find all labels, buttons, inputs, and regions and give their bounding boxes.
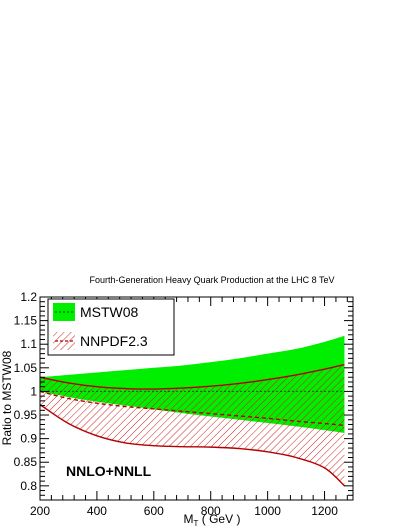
band-nnpdf23 — [40, 364, 345, 486]
x-tick-label: 600 — [144, 504, 164, 518]
legend-label-mstw08: MSTW08 — [80, 304, 139, 320]
x-tick-label: 800 — [201, 504, 221, 518]
y-tick-label: 0.85 — [14, 455, 38, 469]
x-axis-title-sub: T — [194, 519, 199, 527]
y-tick-label: 1.05 — [14, 361, 38, 375]
y-tick-label: 1.15 — [14, 314, 38, 328]
x-tick-label: 1000 — [254, 504, 281, 518]
y-tick-label: 0.8 — [20, 479, 37, 493]
x-axis-title-unit: ( GeV ) — [198, 512, 240, 526]
y-tick-label: 1.1 — [20, 337, 37, 351]
bands — [40, 335, 345, 487]
line-nnpdf23-upper — [40, 363, 345, 390]
chart-title: Fourth-Generation Heavy Quark Production… — [90, 275, 335, 285]
plot-frame — [39, 296, 354, 501]
tick-labels: 200 400 600 800 1000 1200 0.8 0.85 0.9 0.95 1 1.05 1… — [14, 290, 339, 518]
annotation: NNLO+NNLL — [66, 463, 152, 479]
legend-swatch-nnpdf23 — [53, 332, 75, 350]
x-tick-label: 1200 — [311, 504, 338, 518]
y-axis-title: Ratio to MSTW08 — [0, 350, 14, 445]
y-tick-label: 0.95 — [14, 408, 38, 422]
x-tick-label: 400 — [87, 504, 107, 518]
legend-label-nnpdf23: NNPDF2.3 — [80, 333, 148, 349]
y-tick-label: 1 — [30, 384, 37, 398]
x-axis-title: MT ( GeV ) — [184, 512, 241, 527]
axes — [39, 296, 354, 501]
y-tick-label: 0.9 — [20, 432, 37, 446]
line-nnpdf23-central — [40, 390, 345, 427]
x-axis-title-main: M — [184, 512, 194, 526]
line-nnpdf23-lower — [40, 404, 345, 487]
legend: MSTW08 NNPDF2.3 — [47, 298, 175, 356]
y-tick-label: 1.2 — [20, 290, 37, 304]
x-tick-label: 200 — [30, 504, 50, 518]
